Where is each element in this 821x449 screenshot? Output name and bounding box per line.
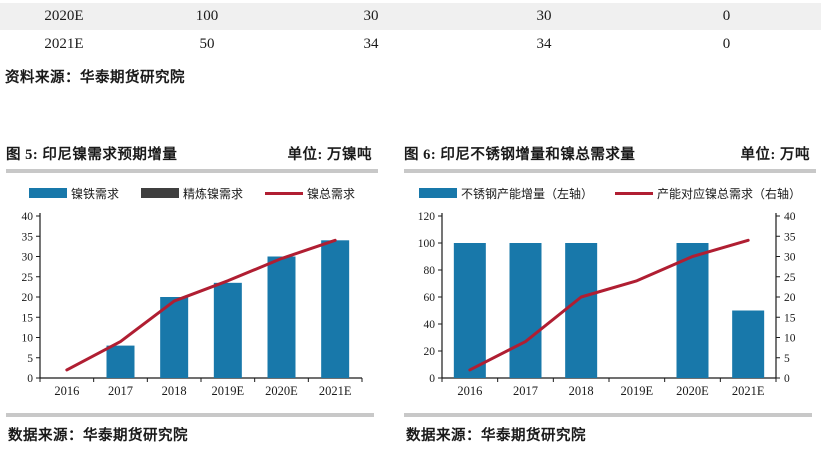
svg-text:2018: 2018 — [162, 384, 187, 398]
legend-label: 镍总需求 — [307, 186, 356, 201]
svg-text:2020E: 2020E — [676, 384, 709, 398]
svg-text:60: 60 — [424, 292, 436, 304]
svg-text:35: 35 — [784, 231, 796, 243]
svg-text:20: 20 — [784, 292, 796, 304]
table-cell: 30 — [536, 8, 552, 24]
svg-text:40: 40 — [424, 319, 436, 331]
svg-text:0: 0 — [784, 373, 790, 385]
svg-text:10: 10 — [784, 333, 796, 345]
svg-text:2021E: 2021E — [319, 384, 352, 398]
figure5-panel: 图 5: 印尼镍需求预期增量 单位: 万镍吨 镍铁需求 精炼镍需求 镍总需求 0 5 1… — [6, 141, 378, 446]
table-cell: 30 — [363, 8, 379, 24]
bar-swatch-icon — [418, 188, 457, 198]
svg-text:0: 0 — [429, 373, 435, 385]
figure5-header: 图 5: 印尼镍需求预期增量 单位: 万镍吨 — [6, 141, 378, 169]
legend-item: 不锈钢产能增量（左轴） — [418, 185, 593, 202]
line-swatch-icon — [615, 191, 653, 195]
legend-item: 产能对应镍总需求（右轴） — [615, 185, 801, 202]
svg-text:20: 20 — [424, 346, 436, 358]
bar-swatch-icon — [140, 188, 179, 198]
table-source: 资料来源：华泰期货研究院 — [5, 70, 185, 86]
svg-text:80: 80 — [424, 265, 436, 277]
table-row: 2021E 50 34 34 0 — [0, 31, 821, 58]
svg-text:5: 5 — [784, 353, 790, 365]
svg-text:2019E: 2019E — [212, 384, 245, 398]
legend-item: 镍总需求 — [265, 185, 355, 202]
divider — [6, 413, 374, 417]
svg-text:100: 100 — [418, 238, 436, 250]
svg-text:40: 40 — [784, 211, 796, 223]
divider — [6, 169, 378, 173]
divider — [404, 413, 812, 417]
svg-text:35: 35 — [22, 231, 34, 243]
figure6-legend: 不锈钢产能增量（左轴） 产能对应镍总需求（右轴） — [404, 185, 816, 202]
svg-text:2017: 2017 — [513, 384, 538, 398]
legend-label: 产能对应镍总需求（右轴） — [657, 186, 802, 201]
figure5-unit: 单位: 万镍吨 — [287, 147, 372, 163]
table-row: 2020E 100 30 30 0 — [0, 3, 821, 30]
figure6-unit: 单位: 万吨 — [740, 147, 810, 163]
line-swatch-icon — [265, 191, 303, 195]
legend-label: 不锈钢产能增量（左轴） — [460, 186, 593, 201]
svg-text:2016: 2016 — [54, 384, 79, 398]
table-cell: 100 — [195, 8, 219, 24]
table-cell: 34 — [363, 36, 379, 52]
svg-text:2021E: 2021E — [732, 384, 765, 398]
svg-text:120: 120 — [418, 211, 436, 223]
svg-text:10: 10 — [22, 333, 34, 345]
table-cell-year: 2021E — [44, 36, 84, 52]
figure6-source: 数据来源：华泰期货研究院 — [406, 428, 586, 444]
svg-text:15: 15 — [784, 312, 796, 324]
svg-text:2017: 2017 — [108, 384, 133, 398]
bar-swatch-icon — [28, 188, 67, 198]
table-cell: 34 — [536, 36, 552, 52]
legend-item: 精炼镍需求 — [140, 185, 243, 202]
svg-text:2016: 2016 — [457, 384, 482, 398]
table-cell: 0 — [722, 8, 731, 24]
svg-text:40: 40 — [22, 211, 34, 223]
svg-text:0: 0 — [27, 373, 33, 385]
svg-text:25: 25 — [22, 272, 34, 284]
figure5-title: 图 5: 印尼镍需求预期增量 — [6, 147, 178, 163]
svg-text:15: 15 — [22, 312, 34, 324]
legend-label: 镍铁需求 — [70, 186, 119, 201]
table-cell: 50 — [199, 36, 215, 52]
svg-text:2019E: 2019E — [621, 384, 654, 398]
legend-label: 精炼镍需求 — [182, 186, 243, 201]
figure5-legend: 镍铁需求 精炼镍需求 镍总需求 — [6, 185, 378, 202]
svg-text:30: 30 — [22, 252, 34, 264]
svg-text:30: 30 — [784, 252, 796, 264]
divider — [404, 169, 816, 173]
figure5-chart: 0 5 10 15 20 25 30 35 40 2016 2017 2018 2019E 2020E 20… — [22, 211, 363, 398]
figure6-panel: 图 6: 印尼不锈钢增量和镍总需求量 单位: 万吨 不锈钢产能增量（左轴） 产能对… — [404, 141, 816, 446]
svg-text:2020E: 2020E — [265, 384, 298, 398]
figure6-title: 图 6: 印尼不锈钢增量和镍总需求量 — [404, 147, 636, 163]
table-cell-year: 2020E — [44, 8, 84, 24]
svg-text:20: 20 — [22, 292, 34, 304]
svg-text:2018: 2018 — [569, 384, 594, 398]
figure6-header: 图 6: 印尼不锈钢增量和镍总需求量 单位: 万吨 — [404, 141, 816, 169]
figure5-source: 数据来源：华泰期货研究院 — [8, 428, 188, 444]
figure6-chart: 0 20 40 60 80 100 120 0 5 10 15 20 25 30 35 40 2016 2017 2… — [418, 211, 796, 398]
svg-text:25: 25 — [784, 272, 796, 284]
table-cell: 0 — [722, 36, 731, 52]
legend-item: 镍铁需求 — [28, 185, 119, 202]
svg-text:5: 5 — [27, 353, 33, 365]
